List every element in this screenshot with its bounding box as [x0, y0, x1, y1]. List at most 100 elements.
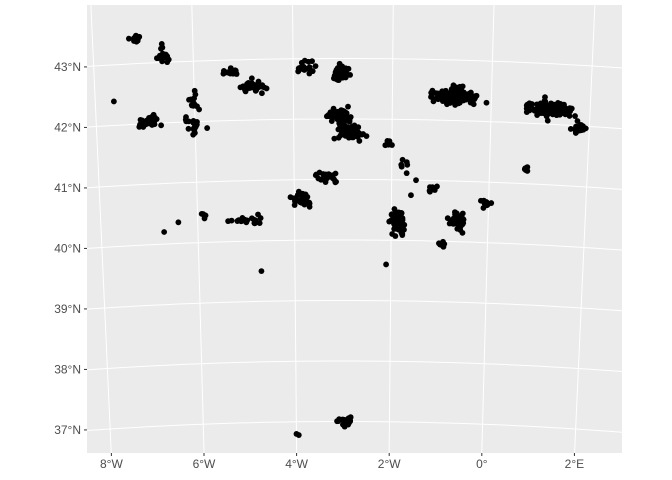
occurrence-point	[528, 103, 535, 109]
occurrence-point	[389, 231, 396, 237]
occurrence-point	[302, 198, 309, 204]
occurrence-point	[339, 119, 346, 126]
occurrence-point	[434, 183, 440, 190]
occurrence-point	[572, 113, 578, 119]
occurrence-point	[453, 212, 459, 218]
map-panel-background	[87, 5, 622, 453]
occurrence-point	[306, 203, 313, 210]
occurrence-point	[450, 97, 457, 104]
occurrence-point	[220, 70, 227, 77]
meridian-line	[388, 5, 394, 453]
occurrence-point	[331, 135, 338, 142]
parallel-line	[87, 299, 622, 312]
occurrence-point	[337, 64, 344, 71]
occurrence-point	[459, 229, 466, 236]
occurrence-point	[190, 131, 197, 138]
occurrence-point	[125, 35, 132, 42]
occurrence-point	[399, 232, 406, 238]
occurrence-point	[465, 94, 471, 101]
occurrence-point	[356, 131, 363, 138]
occurrence-point	[543, 102, 550, 108]
occurrence-point	[459, 91, 466, 98]
occurrence-point	[243, 86, 250, 93]
occurrence-point	[155, 55, 162, 61]
occurrence-point	[312, 63, 319, 69]
meridian-line	[191, 5, 205, 453]
occurrence-point	[397, 222, 404, 229]
meridian-line	[90, 5, 112, 453]
occurrence-point	[185, 118, 192, 125]
occurrence-point	[561, 101, 567, 108]
occurrence-point	[204, 125, 211, 131]
occurrence-point	[306, 70, 313, 77]
occurrence-point	[302, 66, 309, 73]
y-tick-label: 40°N	[54, 241, 81, 255]
occurrence-point	[399, 156, 406, 163]
occurrence-point	[398, 214, 404, 221]
occurrence-point	[403, 170, 410, 177]
occurrence-point	[256, 220, 263, 227]
occurrence-point	[291, 202, 298, 208]
occurrence-point	[196, 106, 203, 113]
occurrence-point	[395, 226, 402, 233]
occurrence-point	[238, 218, 245, 225]
occurrence-point	[537, 104, 543, 111]
occurrence-point	[346, 129, 353, 136]
y-tick-label: 38°N	[54, 362, 81, 376]
occurrence-point	[298, 59, 305, 66]
occurrence-point	[251, 220, 258, 227]
occurrence-point	[576, 127, 583, 134]
y-tick-label: 42°N	[54, 120, 81, 134]
occurrence-point	[233, 71, 240, 77]
occurrence-point	[186, 96, 192, 103]
occurrence-point	[336, 113, 343, 120]
occurrence-point	[110, 98, 117, 105]
occurrence-point	[444, 101, 450, 108]
occurrence-point	[454, 219, 460, 226]
occurrence-point	[430, 98, 437, 105]
x-tick-label: 2°E	[565, 457, 584, 471]
occurrence-point	[549, 102, 556, 109]
occurrence-point	[566, 113, 573, 119]
occurrence-point	[295, 432, 302, 438]
occurrence-point	[146, 115, 152, 121]
occurrence-point	[428, 89, 435, 96]
occurrence-point	[346, 118, 353, 125]
occurrence-point	[328, 118, 335, 124]
occurrence-point	[578, 122, 585, 128]
longitude-axis: 8°W 6°W 4°W 2°W 0° 2°E	[100, 453, 584, 471]
occurrence-point	[339, 72, 346, 79]
occurrence-point	[542, 94, 548, 101]
parallel-line	[87, 178, 622, 190]
occurrence-point	[192, 123, 199, 130]
occurrence-point	[383, 261, 389, 268]
meridian-line	[481, 5, 495, 453]
occurrence-point	[448, 217, 455, 224]
x-tick-label: 0°	[476, 457, 488, 471]
y-tick-label: 39°N	[54, 302, 81, 316]
occurrence-point	[386, 218, 393, 225]
occurrence-point	[351, 122, 358, 129]
occurrence-point	[522, 167, 529, 173]
occurrence-point	[340, 421, 347, 427]
occurrence-point	[334, 69, 340, 76]
occurrence-point	[335, 134, 342, 141]
x-tick-label: 8°W	[100, 457, 123, 471]
occurrence-point	[450, 82, 457, 89]
occurrence-point	[158, 122, 165, 129]
occurrence-points	[110, 32, 589, 438]
occurrence-point	[293, 196, 300, 203]
occurrence-point	[391, 206, 398, 212]
occurrence-point	[440, 243, 447, 250]
occurrence-point	[225, 218, 232, 225]
occurrence-point	[340, 416, 347, 423]
occurrence-point	[301, 191, 307, 198]
occurrence-point	[540, 110, 547, 116]
occurrence-point	[185, 125, 192, 132]
meridian-line	[574, 5, 596, 453]
occurrence-point	[427, 184, 433, 190]
occurrence-point	[190, 102, 197, 109]
parallel-line	[87, 239, 622, 251]
